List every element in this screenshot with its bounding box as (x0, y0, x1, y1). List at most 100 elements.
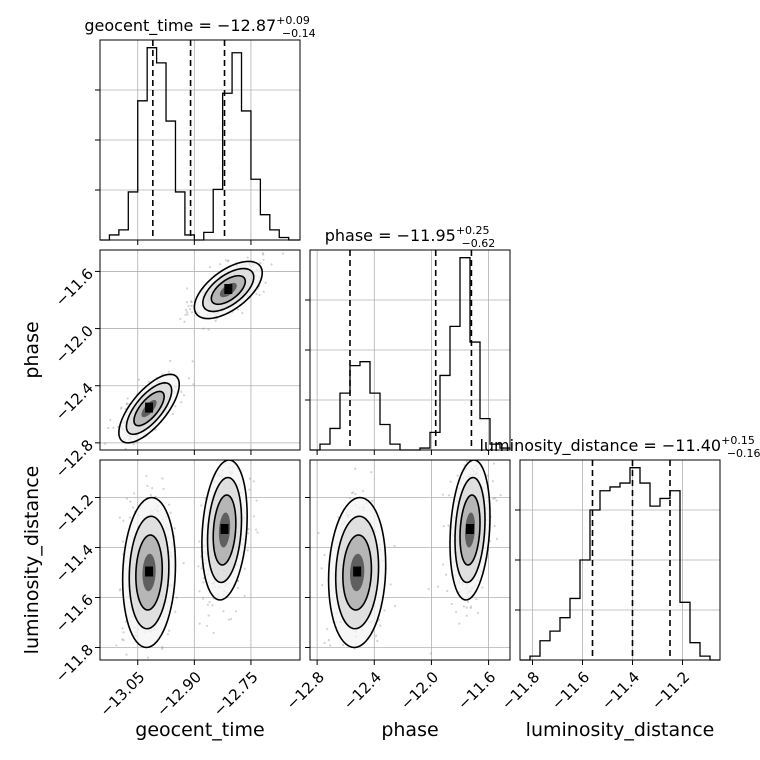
sample-point (463, 445, 465, 447)
sample-point (281, 252, 285, 255)
sample-point (185, 300, 189, 304)
sample-point (202, 581, 205, 584)
sample-point (371, 499, 374, 502)
sample-point (247, 532, 250, 535)
sample-point (190, 300, 193, 304)
sample-point (155, 683, 157, 685)
sample-point (118, 589, 121, 592)
sample-point (185, 308, 188, 312)
sample-point (132, 443, 135, 446)
sample-point (370, 471, 373, 474)
sample-point (222, 452, 224, 454)
sample-point (493, 524, 496, 527)
sample-point (379, 624, 382, 627)
y-tick-label-phase: −12.0 (52, 322, 97, 367)
sample-point (202, 597, 205, 600)
sample-point (186, 311, 189, 314)
sample-point (229, 618, 233, 621)
title-geocent_time: geocent_time = −12.87+0.09 −0.14 (84, 14, 315, 40)
sample-point (252, 480, 255, 483)
panel-frame-2-0 (99, 459, 301, 661)
sample-point (198, 540, 201, 543)
sample-point (115, 644, 118, 647)
sample-point (211, 604, 214, 607)
sample-point (246, 549, 249, 552)
sample-point (446, 589, 449, 593)
density-peak (353, 566, 362, 577)
sample-point (208, 266, 212, 269)
sample-point (376, 639, 379, 643)
sample-point (336, 663, 338, 665)
title-main: luminosity_distance = −11.40 (479, 436, 721, 456)
y-tick-label-phase: −11.6 (52, 265, 97, 310)
panel-frame-1-0 (99, 249, 301, 451)
sample-point (137, 378, 141, 381)
sample-point (429, 652, 432, 655)
sample-point (227, 618, 230, 621)
sample-point (167, 503, 171, 506)
sample-point (122, 631, 125, 634)
x-tick-label-luminosity_distance: −11.2 (648, 668, 693, 713)
sample-point (493, 497, 496, 500)
sample-point (207, 328, 210, 331)
sample-point (477, 429, 479, 431)
density-peak (224, 284, 233, 294)
sample-point (383, 609, 386, 612)
sample-point (254, 528, 258, 531)
sample-point (243, 567, 246, 570)
sample-point (247, 528, 250, 531)
sample-point (231, 443, 233, 445)
sample-point (198, 590, 201, 593)
sample-point (182, 394, 186, 397)
sample-point (192, 383, 195, 386)
sample-point (212, 631, 215, 634)
hist-grid-geocent_time (100, 40, 300, 240)
sample-point (200, 567, 203, 570)
sample-point (342, 643, 345, 647)
title-luminosity_distance: luminosity_distance = −11.40+0.15 −0.16 (479, 434, 760, 460)
sample-point (107, 426, 110, 430)
sample-point (169, 511, 172, 514)
sample-point (436, 585, 440, 588)
sample-point (136, 441, 139, 444)
sample-point (186, 287, 189, 290)
sample-point (184, 313, 187, 316)
sample-point (244, 451, 246, 453)
sample-point (264, 281, 267, 284)
sample-point (197, 565, 200, 568)
sample-point (389, 583, 392, 586)
sample-point (133, 492, 136, 495)
y-axis-label-phase: phase (21, 321, 43, 378)
sample-point (262, 258, 265, 261)
sample-point (243, 594, 246, 598)
sample-point (126, 397, 129, 400)
sample-point (190, 304, 193, 307)
x-axis-label-luminosity_distance: luminosity_distance (526, 719, 715, 741)
sample-point (173, 527, 176, 530)
sample-point (120, 407, 123, 410)
sample-point (202, 577, 205, 580)
sample-point (227, 259, 230, 262)
sample-point (157, 445, 159, 447)
sample-point (167, 370, 170, 373)
sample-point (228, 430, 230, 432)
sample-point (348, 496, 351, 500)
sample-point (161, 477, 164, 480)
sample-point (354, 493, 357, 496)
sample-point (255, 292, 258, 295)
sample-point (183, 320, 186, 323)
sample-point (491, 480, 494, 483)
sample-point (109, 418, 112, 422)
sample-point (495, 537, 499, 541)
sample-point (175, 596, 178, 599)
sample-point (147, 380, 151, 383)
x-axis-label-geocent_time: geocent_time (135, 719, 264, 741)
sample-point (187, 304, 190, 308)
sample-point (354, 467, 357, 470)
y-tick-label-luminosity_distance: −11.4 (52, 541, 97, 586)
sample-point (236, 579, 240, 583)
sample-point (449, 480, 452, 483)
sample-point (462, 605, 466, 608)
sample-point (122, 639, 125, 642)
